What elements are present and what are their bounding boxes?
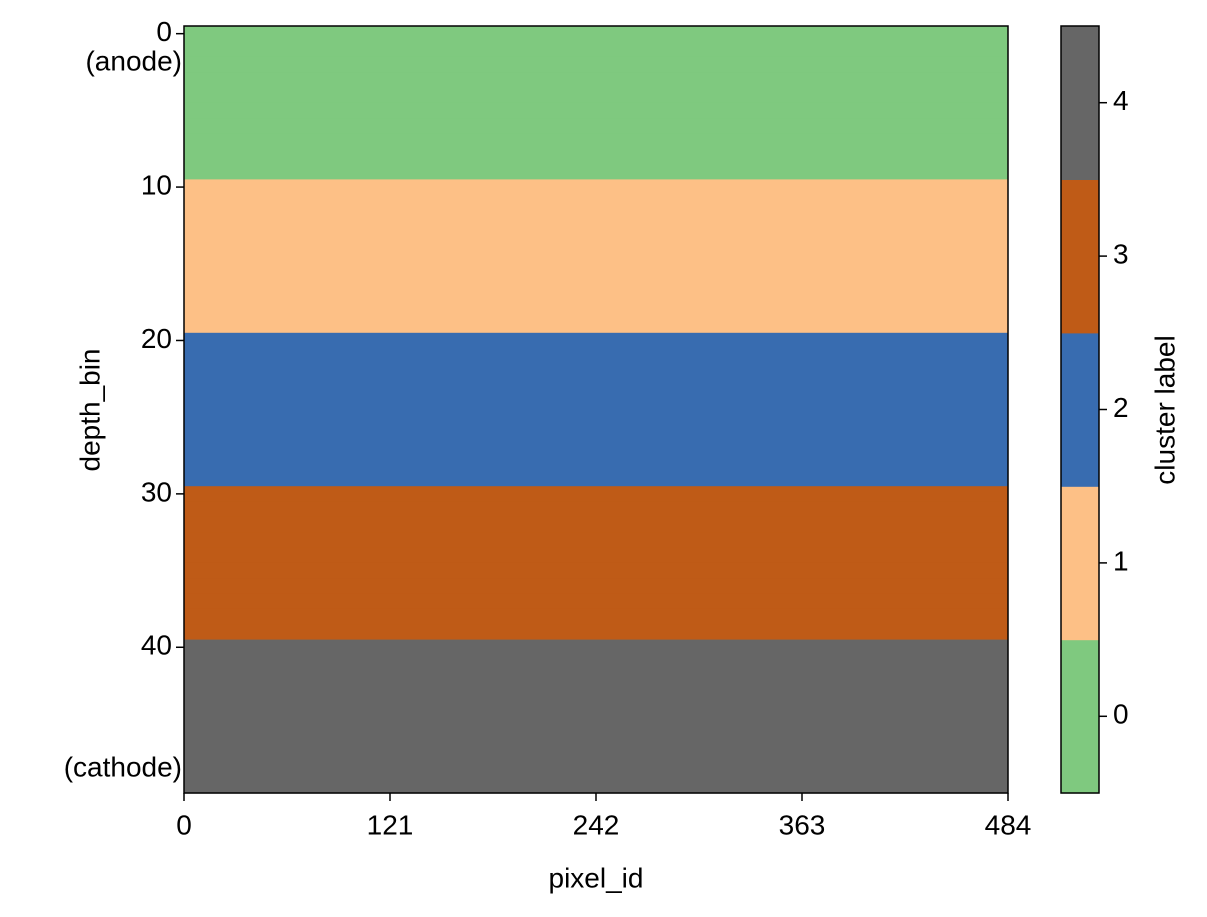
heatmap-row	[184, 746, 1008, 763]
y-tick-label: 20	[141, 323, 172, 354]
colorbar-tick-label: 1	[1113, 545, 1129, 576]
heatmap-row	[184, 317, 1008, 334]
heatmap-row	[184, 271, 1008, 288]
heatmap-row	[184, 26, 1008, 42]
heatmap-row	[184, 286, 1008, 303]
heatmap-row	[184, 118, 1008, 134]
colorbar-tick-label: 3	[1113, 238, 1129, 269]
y-tick-label: 40	[141, 630, 172, 661]
heatmap-row	[184, 486, 1008, 503]
x-axis-label: pixel_id	[549, 862, 644, 893]
heatmap-row	[184, 394, 1008, 411]
heatmap-row	[184, 731, 1008, 748]
colorbar-segment	[1061, 332, 1099, 487]
heatmap-row	[184, 363, 1008, 380]
heatmap-row	[184, 593, 1008, 610]
heatmap-row	[184, 210, 1008, 227]
heatmap-row	[184, 194, 1008, 211]
heatmap-row	[184, 455, 1008, 472]
colorbar-segment	[1061, 639, 1099, 794]
heatmap-row	[184, 87, 1008, 104]
heatmap-row	[184, 348, 1008, 365]
heatmap-row	[184, 516, 1008, 533]
annotation: (anode)	[85, 45, 182, 76]
heatmap-row	[184, 148, 1008, 165]
colorbar-tick-label: 4	[1113, 85, 1129, 116]
heatmap-row	[184, 470, 1008, 487]
y-tick-label: 10	[141, 169, 172, 200]
x-tick-label: 121	[367, 809, 414, 840]
y-tick-label: 0	[156, 16, 172, 47]
heatmap-row	[184, 409, 1008, 426]
heatmap-row	[184, 532, 1008, 549]
heatmap-row	[184, 256, 1008, 273]
colorbar-segment	[1061, 26, 1099, 180]
x-tick-label: 484	[985, 809, 1032, 840]
heatmap-row	[184, 72, 1008, 88]
heatmap-row	[184, 654, 1008, 671]
heatmap-row	[184, 440, 1008, 457]
y-tick-label: 30	[141, 476, 172, 507]
heatmap-row	[184, 670, 1008, 687]
heatmap-row	[184, 777, 1008, 794]
heatmap-row	[184, 562, 1008, 579]
heatmap-row	[184, 716, 1008, 733]
heatmap-row	[184, 639, 1008, 656]
colorbar-label: cluster label	[1149, 335, 1180, 484]
heatmap-row	[184, 685, 1008, 702]
y-axis-label: depth_bin	[74, 348, 105, 471]
heatmap-row	[184, 225, 1008, 242]
colorbar-segment	[1061, 179, 1099, 334]
heatmap-row	[184, 762, 1008, 779]
heatmap-row	[184, 547, 1008, 564]
heatmap-row	[184, 608, 1008, 625]
heatmap-row	[184, 700, 1008, 717]
heatmap-row	[184, 41, 1008, 58]
heatmap-row	[184, 179, 1008, 196]
heatmap-row	[184, 378, 1008, 395]
heatmap-row	[184, 578, 1008, 595]
heatmap-row	[184, 133, 1008, 150]
colorbar-tick-label: 2	[1113, 392, 1129, 423]
heatmap-row	[184, 501, 1008, 518]
heatmap-row	[184, 240, 1008, 257]
heatmap-row	[184, 102, 1008, 119]
colorbar-segment	[1061, 486, 1099, 641]
heatmap-row	[184, 164, 1008, 180]
colorbar-tick-label: 0	[1113, 699, 1129, 730]
annotation: (cathode)	[64, 751, 182, 782]
heatmap-row	[184, 302, 1008, 319]
x-tick-label: 0	[176, 809, 192, 840]
x-tick-label: 242	[573, 809, 620, 840]
heatmap-row	[184, 56, 1008, 73]
heatmap-row	[184, 624, 1008, 641]
x-tick-label: 363	[779, 809, 826, 840]
heatmap-row	[184, 332, 1008, 349]
heatmap-row	[184, 424, 1008, 441]
